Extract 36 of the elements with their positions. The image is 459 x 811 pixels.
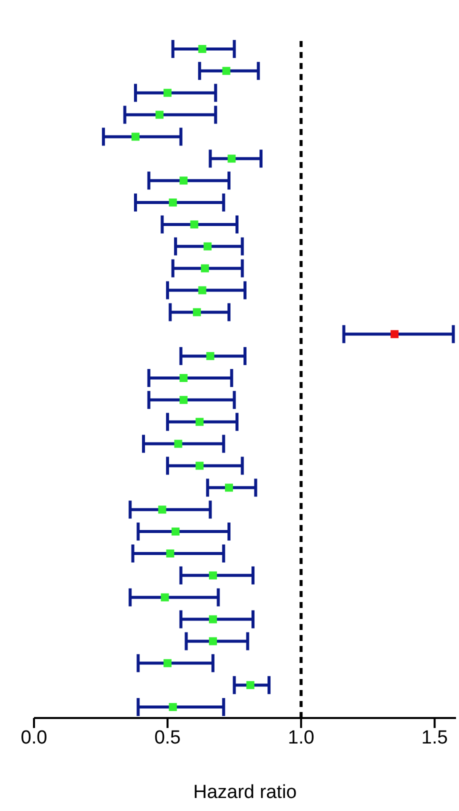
x-tick-label: 1.5 [421, 727, 448, 748]
point [180, 374, 188, 382]
point [164, 659, 172, 668]
point [180, 396, 188, 404]
x-tick-label: 0.0 [20, 727, 48, 748]
point [208, 571, 217, 580]
point [131, 132, 140, 141]
point [168, 703, 177, 712]
point [166, 549, 174, 558]
point [204, 242, 212, 250]
point [222, 66, 230, 75]
point [198, 44, 206, 53]
point [198, 286, 206, 294]
point [174, 440, 182, 448]
point [164, 88, 172, 97]
point [190, 220, 198, 228]
point [196, 462, 204, 470]
point [192, 308, 201, 316]
point [158, 506, 166, 514]
point [200, 264, 209, 272]
point [208, 615, 217, 624]
point [390, 330, 399, 338]
point [196, 418, 204, 426]
point [160, 593, 169, 602]
point [156, 110, 164, 119]
x-axis-title: Hazard ratio [193, 782, 297, 803]
x-tick-label: 1.0 [288, 727, 314, 748]
point [228, 154, 236, 163]
point [206, 352, 214, 360]
point [180, 176, 188, 185]
x-tick-label: 0.5 [154, 727, 181, 748]
point [208, 637, 217, 646]
point [246, 681, 254, 690]
point [224, 484, 233, 492]
point [172, 528, 180, 536]
point [168, 198, 177, 207]
